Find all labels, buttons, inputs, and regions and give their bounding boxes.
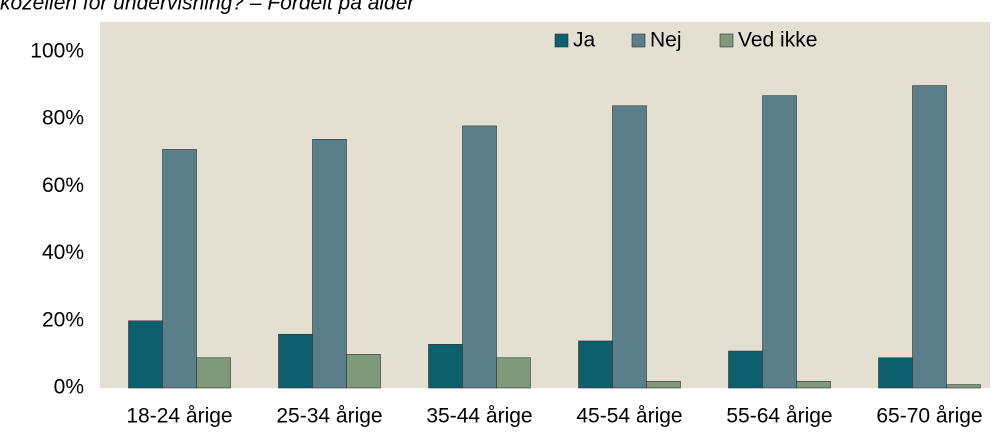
legend-swatch	[631, 33, 646, 48]
y-tick-label: 0%	[54, 376, 84, 399]
x-tick-label: 55-64 årige	[726, 405, 832, 428]
bar	[646, 380, 681, 389]
legend-label: Ved ikke	[738, 29, 817, 52]
bar	[578, 340, 613, 389]
x-tick-label: 18-24 årige	[126, 405, 232, 428]
x-tick-label: 45-54 årige	[576, 405, 682, 428]
bar	[312, 139, 347, 389]
x-tick-label: 65-70 årige	[876, 405, 982, 428]
legend-swatch	[554, 33, 569, 48]
bar	[796, 380, 831, 389]
bar	[946, 384, 981, 389]
y-tick-label: 60%	[42, 174, 84, 197]
bar	[278, 333, 313, 389]
x-tick-label: 35-44 årige	[426, 405, 532, 428]
bar	[196, 357, 231, 389]
bar	[496, 357, 531, 389]
bar	[128, 320, 163, 389]
bar	[462, 125, 497, 389]
chart-title: kozellen for undervisning? – Fordelt på …	[0, 0, 415, 15]
bar	[428, 344, 463, 389]
bar	[878, 357, 913, 389]
legend-label: Ja	[573, 29, 596, 52]
bar	[762, 95, 797, 389]
bar	[728, 350, 763, 389]
y-tick-label: 100%	[30, 40, 84, 63]
bar	[162, 149, 197, 389]
y-tick-label: 80%	[42, 107, 84, 130]
bar	[612, 105, 647, 389]
y-tick-label: 20%	[42, 308, 84, 331]
y-tick-label: 40%	[42, 241, 84, 264]
legend-label: Nej	[650, 29, 682, 52]
plot-area	[100, 22, 990, 388]
bar	[346, 354, 381, 389]
legend-swatch	[719, 33, 734, 48]
x-tick-label: 25-34 årige	[276, 405, 382, 428]
bar	[912, 85, 947, 389]
